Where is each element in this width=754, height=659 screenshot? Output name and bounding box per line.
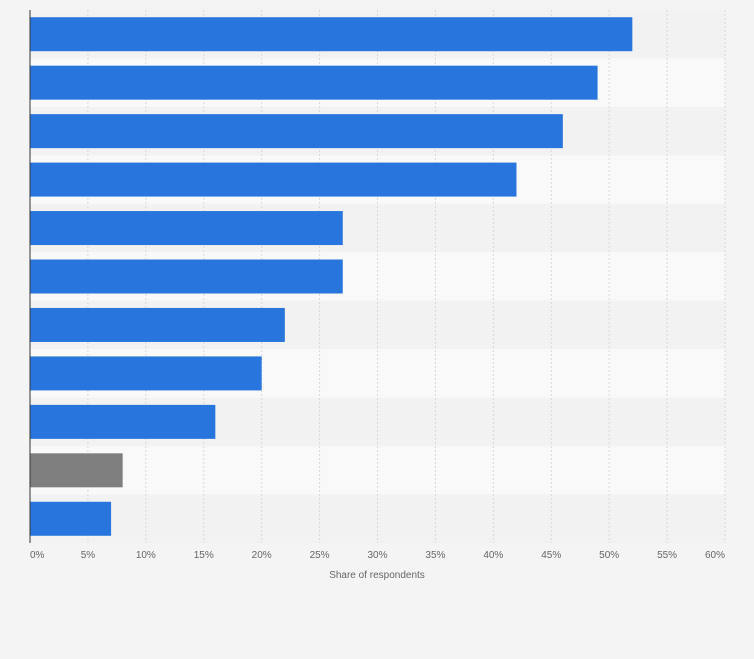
bar <box>30 211 343 246</box>
x-tick-label: 55% <box>657 550 677 561</box>
x-tick-label: 60% <box>705 550 725 561</box>
x-tick-label: 15% <box>194 550 214 561</box>
x-tick-label: 10% <box>136 550 156 561</box>
x-axis-title: Share of respondents <box>329 570 425 581</box>
x-tick-label: 20% <box>252 550 272 561</box>
x-tick-label: 40% <box>483 550 503 561</box>
bars <box>30 17 633 536</box>
x-tick-label: 35% <box>425 550 445 561</box>
bar <box>30 501 112 536</box>
x-tick-label: 50% <box>599 550 619 561</box>
bar <box>30 114 563 149</box>
x-tick-labels: 0% 5% 10% 15% 20% 25% 30% 35% 40% 45% 50% 55% 60% <box>30 550 725 561</box>
x-tick-label: 0% <box>30 550 45 561</box>
bar <box>30 65 598 100</box>
bar <box>30 404 216 439</box>
bar <box>30 453 123 488</box>
x-tick-label: 45% <box>541 550 561 561</box>
x-tick-label: 30% <box>367 550 387 561</box>
x-tick-label: 25% <box>310 550 330 561</box>
bar <box>30 162 517 197</box>
bar <box>30 259 343 294</box>
bar <box>30 307 285 342</box>
bar <box>30 17 633 52</box>
x-tick-label: 5% <box>81 550 96 561</box>
bar <box>30 356 262 391</box>
